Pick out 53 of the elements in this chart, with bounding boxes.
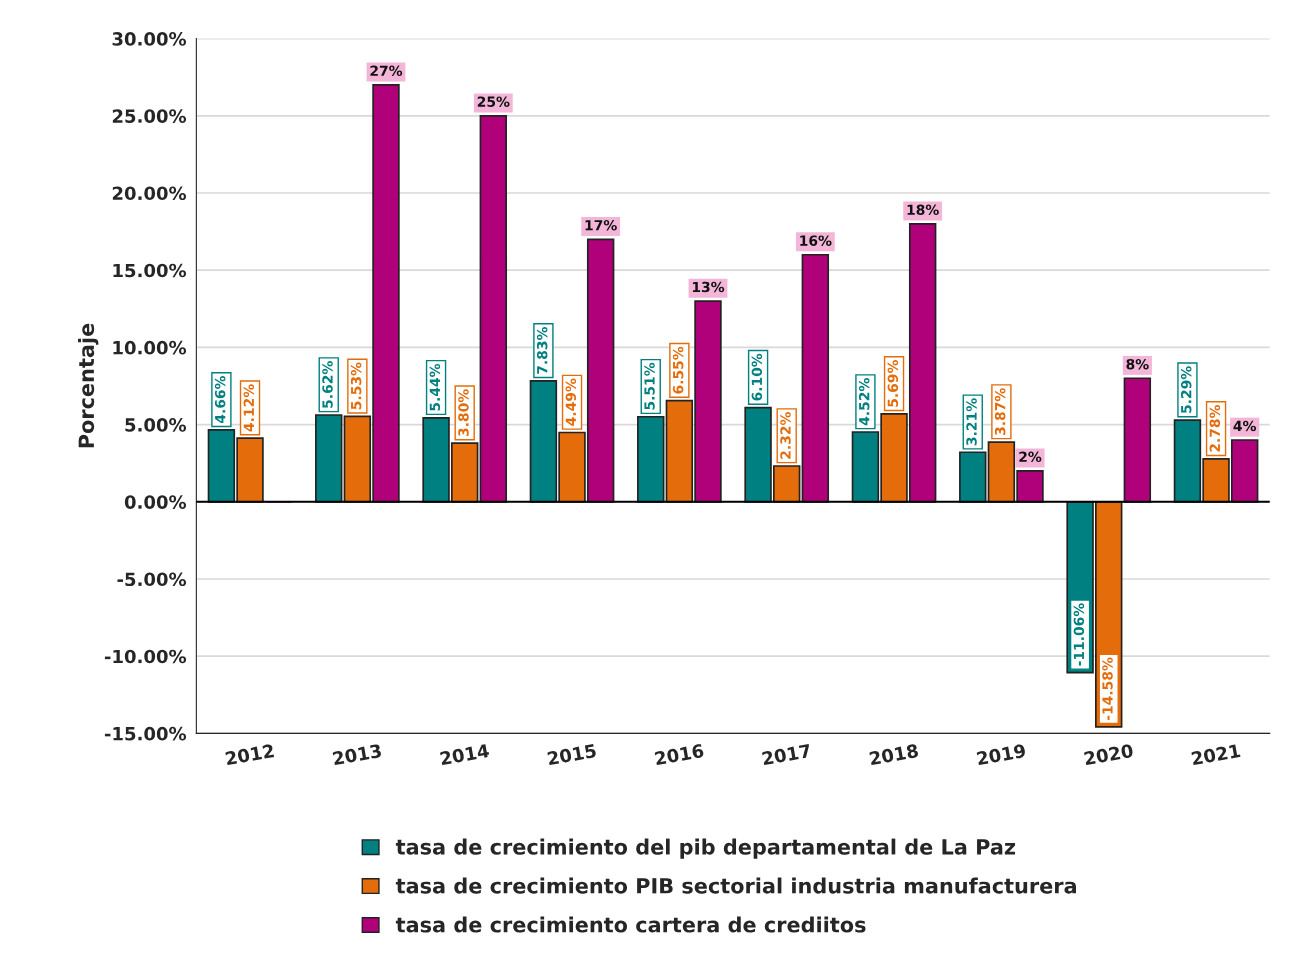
x-tick-label: 2015 [547, 743, 597, 766]
x-tick-label: 2014 [439, 743, 490, 766]
data-label: 25% [477, 96, 510, 107]
data-label: 4.12% [243, 384, 255, 432]
data-label: 6.55% [672, 346, 684, 394]
data-label: 4% [1233, 420, 1257, 432]
legend-label: tasa de crecimiento del pib departamental de La Paz [395, 838, 1016, 859]
data-label: 3.21% [966, 398, 977, 446]
x-tick-label: 2016 [654, 743, 705, 766]
data-label: 5.53% [350, 362, 362, 410]
data-label: -11.06% [1073, 603, 1085, 666]
x-tick-label: 2020 [1083, 743, 1134, 766]
data-label: 5.44% [429, 363, 441, 411]
data-label: 5.51% [644, 362, 655, 410]
data-label: 5.29% [1180, 366, 1192, 413]
y-tick-label: 5.00% [125, 418, 187, 432]
data-label: 4.52% [858, 378, 870, 426]
y-tick-label: 30.00% [112, 32, 187, 46]
data-label: 6.10% [751, 353, 763, 401]
data-label: 3.80% [458, 389, 469, 437]
legend-label: tasa de crecimiento PIB sectorial industria manufacturera [395, 877, 1076, 894]
y-tick-label: 0.00% [124, 495, 187, 509]
data-label: 13% [692, 281, 725, 293]
data-label: 5.62% [322, 361, 333, 408]
x-tick-label: 2021 [1191, 743, 1241, 766]
x-tick-label: 2018 [869, 743, 919, 766]
data-label: 2% [1019, 451, 1042, 463]
y-tick-label: 10.00% [113, 340, 187, 355]
data-label: 5.69% [887, 360, 899, 407]
data-label: 3.87% [994, 388, 1006, 435]
data-label: -14.58% [1102, 657, 1113, 720]
y-tick-label: 25.00% [112, 109, 187, 123]
x-tick-label: 2012 [225, 743, 275, 766]
data-label: 16% [800, 235, 832, 246]
data-label: 18% [907, 204, 939, 216]
y-tick-label: 15.00% [113, 263, 187, 278]
x-tick-label: 2017 [761, 743, 811, 766]
data-label: 4.66% [214, 375, 226, 424]
y-tick-label: 20.00% [112, 186, 187, 201]
data-label: 2.32% [780, 412, 791, 459]
data-label: 8% [1126, 358, 1149, 370]
y-tick-label: -15.00% [104, 726, 187, 741]
data-label: 2.78% [1209, 404, 1221, 452]
data-label: 27% [370, 65, 403, 77]
data-label: 4.49% [565, 378, 577, 426]
x-tick-label: 2013 [332, 743, 382, 766]
x-tick-label: 2019 [976, 743, 1026, 766]
data-label: 7.83% [536, 326, 548, 374]
legend-label: tasa de crecimiento cartera de crediitos [395, 916, 866, 933]
y-axis-title: Porcentaje [78, 323, 99, 448]
y-tick-label: -10.00% [104, 649, 187, 664]
data-label: 17% [585, 219, 617, 231]
y-tick-label: -5.00% [117, 572, 187, 587]
